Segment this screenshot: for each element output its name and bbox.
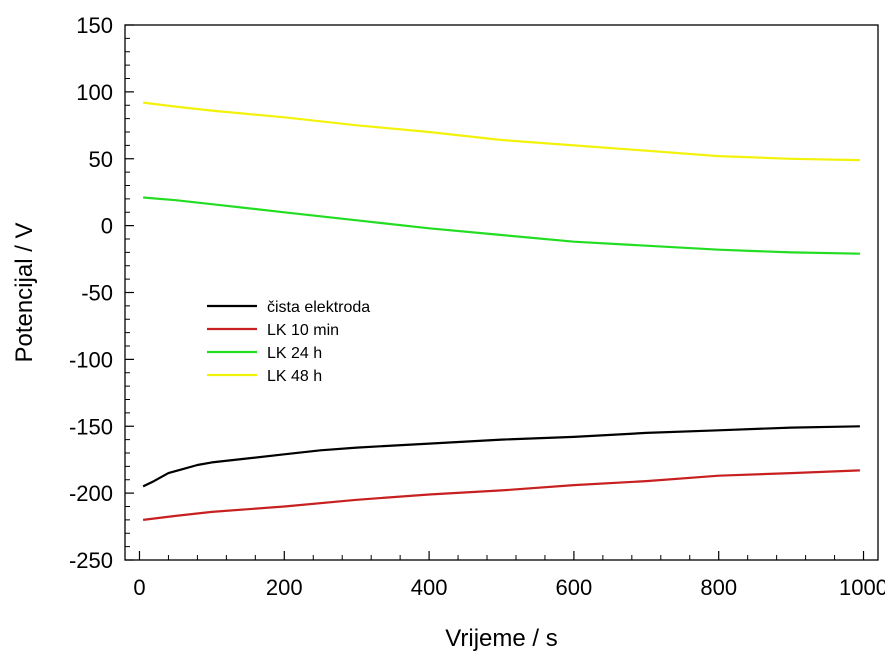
y-tick-label: 100 [76,80,113,105]
x-tick-label: 800 [700,575,737,600]
y-tick-label: -250 [69,548,113,573]
legend-label: čista elektroda [267,299,370,316]
series-line-3 [142,101,860,162]
plot-frame [124,24,879,561]
legend: čista elektroda LK 10 min LK 24 h LK 48 h [207,299,370,385]
y-tick-label: 0 [101,214,113,239]
axis-tick-labels: 0 200 400 600 800 1000 -250 -200 -150 -100 -50 0 50 1… [69,13,885,600]
legend-label: LK 48 h [267,368,322,385]
series-line-0 [142,425,860,488]
series-line-1 [142,469,860,521]
axis-ticks [125,24,865,561]
x-axis-title: Vrijeme / s [445,625,557,652]
x-tick-label: 1000 [839,575,885,600]
series-lines [142,101,860,521]
x-tick-label: 600 [556,575,593,600]
y-tick-label: 50 [89,147,113,172]
legend-label: LK 10 min [267,322,339,339]
y-tick-label: -50 [81,281,113,306]
x-tick-label: 0 [133,575,145,600]
x-tick-label: 200 [266,575,303,600]
x-tick-label: 400 [411,575,448,600]
y-tick-label: -100 [69,347,113,372]
y-tick-label: -150 [69,414,113,439]
y-tick-label: 150 [76,13,113,38]
y-axis-title: Potencijal / V [11,222,38,362]
legend-label: LK 24 h [267,345,322,362]
y-tick-label: -200 [69,481,113,506]
series-line-2 [143,196,860,255]
